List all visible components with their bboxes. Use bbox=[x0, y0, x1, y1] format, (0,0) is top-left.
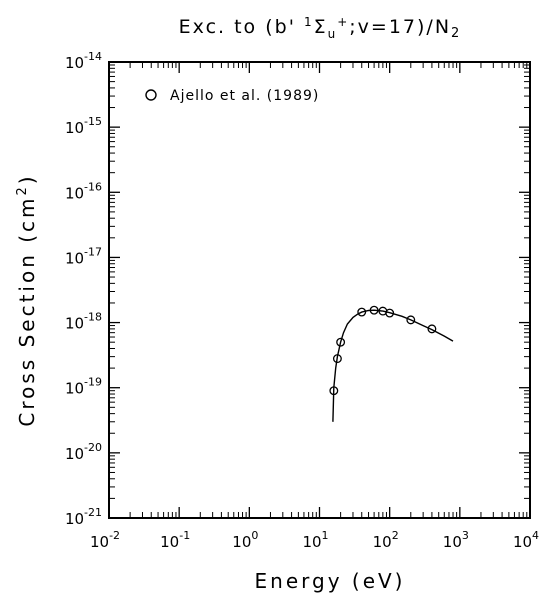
y-tick-label: 10-18 bbox=[65, 311, 102, 333]
y-axis-label: Cross Section (cm2) bbox=[15, 173, 39, 426]
data-point bbox=[406, 315, 416, 325]
x-tick-label: 103 bbox=[443, 529, 469, 551]
x-tick-label: 104 bbox=[513, 529, 539, 551]
data-point bbox=[329, 386, 339, 396]
chart-title: Exc. to (b' 1Σu+;v=17)/N2 bbox=[179, 15, 462, 41]
legend-marker bbox=[145, 89, 157, 101]
data-point bbox=[357, 307, 367, 317]
y-tick-label: 10-19 bbox=[65, 376, 102, 398]
x-tick-labels: 10-2 10-1 100 101 102 103 104 bbox=[90, 529, 539, 551]
plot-frame bbox=[108, 61, 531, 519]
legend: Ajello et al. (1989) bbox=[145, 88, 319, 104]
data-point bbox=[427, 324, 437, 334]
data-point bbox=[385, 308, 395, 318]
x-tick-label: 100 bbox=[232, 529, 258, 551]
data-series bbox=[329, 305, 454, 422]
y-tick-labels: 10-21 10-20 10-19 10-18 10-17 10-16 10-15 10-14 bbox=[65, 50, 102, 528]
y-tick-label: 10-21 bbox=[65, 506, 102, 528]
axis-ticks bbox=[108, 61, 531, 519]
x-tick-label: 10-2 bbox=[90, 529, 120, 551]
legend-label: Ajello et al. (1989) bbox=[170, 88, 319, 104]
x-tick-label: 102 bbox=[373, 529, 399, 551]
x-axis-label: Energy (eV) bbox=[255, 569, 406, 593]
x-tick-label: 10-1 bbox=[160, 529, 190, 551]
x-tick-label: 101 bbox=[302, 529, 328, 551]
y-tick-label: 10-15 bbox=[65, 115, 102, 137]
y-tick-label: 10-17 bbox=[65, 245, 102, 267]
y-tick-label: 10-16 bbox=[65, 180, 102, 202]
data-point bbox=[332, 354, 342, 364]
y-tick-label: 10-14 bbox=[65, 50, 102, 72]
data-point bbox=[369, 305, 379, 315]
data-point bbox=[336, 337, 346, 347]
y-tick-label: 10-20 bbox=[65, 441, 102, 463]
